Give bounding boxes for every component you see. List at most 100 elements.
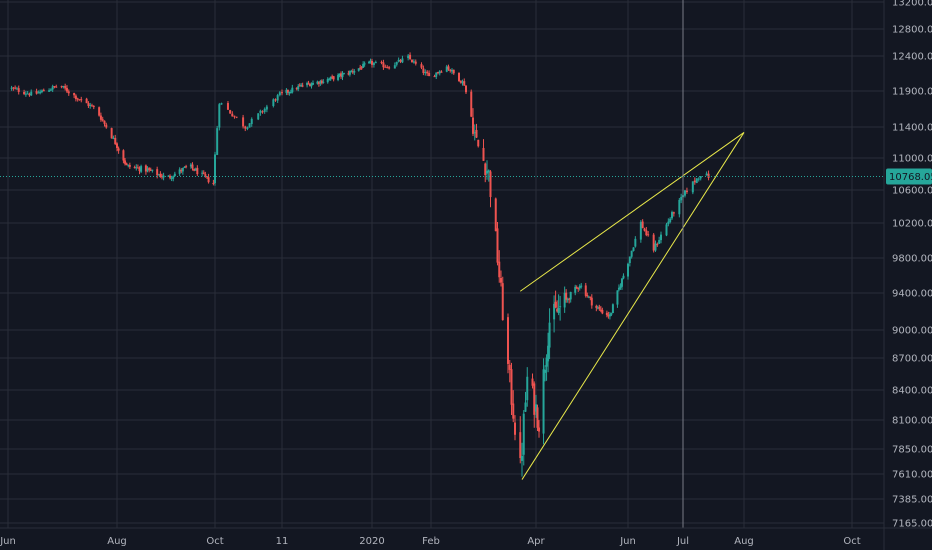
candle-body [235,116,238,118]
y-tick-label: 9400.00 [892,289,932,300]
x-tick-label: Jun [0,536,16,547]
candle-body [589,296,592,298]
candle-body [440,71,443,73]
candle-body [414,61,417,64]
candle-body [451,69,453,72]
candle-body [691,181,694,193]
candle-body [654,243,657,251]
candle-body [428,72,431,77]
candle-body [699,176,702,179]
x-tick-label: Aug [107,536,127,547]
candle-body [231,113,234,117]
candle-body [340,73,343,77]
candle-body [596,307,599,309]
candle-body [382,62,385,68]
candle-body [116,143,118,149]
candle-body [350,71,353,73]
candle-body [512,403,515,419]
candle-body [40,90,43,93]
candle-body [257,113,260,120]
candle-body [599,309,602,311]
candle-body [371,60,373,65]
candle-body [204,174,207,177]
overlays: 10768.05 [0,0,932,528]
candle-body [580,285,583,287]
candle-body [521,455,523,461]
candle-body [35,91,38,94]
candle-body [590,297,593,306]
candle-body [548,322,551,348]
candle-body [259,110,262,113]
candle-body [42,89,45,92]
candle-body [341,73,344,78]
candle-body [438,71,441,74]
candle-body [295,87,298,90]
candle-body [74,95,77,99]
candle-body [233,115,236,117]
candle-body [578,286,581,289]
candle-body [707,173,710,178]
candle-body [278,92,281,96]
candle-body [433,76,436,78]
candle-body [67,91,70,94]
candle-body [342,73,345,75]
candle-body [447,66,450,70]
y-tick-label: 10600.00 [892,186,932,197]
candle-body [157,174,160,176]
candle-body [30,91,33,96]
candle-body [556,309,559,312]
candle-body [553,303,556,320]
candle-body [545,357,548,367]
candle-body [542,369,545,434]
candle-body [338,73,341,75]
candle-body [39,91,42,94]
candle-body [89,104,92,106]
candle-body [17,88,20,92]
candle-body [148,168,151,170]
candle-body [65,88,68,92]
candle-body [472,117,474,134]
x-tick-label: Jul [676,536,689,547]
candle-body [524,402,527,412]
candle-body [201,172,204,174]
candle-body [80,99,83,101]
candle-body [196,167,199,175]
candle-body [557,307,560,313]
candle-body [622,275,625,279]
candle-body [660,234,662,241]
candle-body [112,137,115,139]
candle-body [127,164,130,166]
candle-body [138,167,141,172]
candle-body [452,69,455,74]
candle-body [607,315,610,317]
trendline-lower [521,132,745,480]
y-tick-label: 9000.00 [892,326,932,337]
candle-body [101,119,104,121]
candle-body [507,317,509,364]
candle-body [261,111,264,113]
candle-body [202,172,205,174]
candle-body [110,128,113,139]
x-tick-label: Apr [527,536,545,547]
candle-body [265,106,268,110]
candle-body [697,178,700,180]
candle-body [183,166,186,168]
candle-body [531,378,534,386]
candle-body [445,66,448,72]
candle-body [630,250,633,257]
candle-body [99,115,102,120]
y-tick-label: 13200.00 [892,0,932,9]
candle-body [501,283,504,321]
candle-body [424,71,427,74]
y-tick-label: 12400.00 [892,52,932,63]
candle-body [412,61,415,63]
candle-body [98,107,101,116]
candle-body [500,277,502,283]
candle-body [665,224,668,236]
candle-body [15,88,18,90]
candle-body [587,296,590,298]
candle-body [307,83,310,85]
candle-body [207,177,210,183]
candle-body [246,127,249,129]
